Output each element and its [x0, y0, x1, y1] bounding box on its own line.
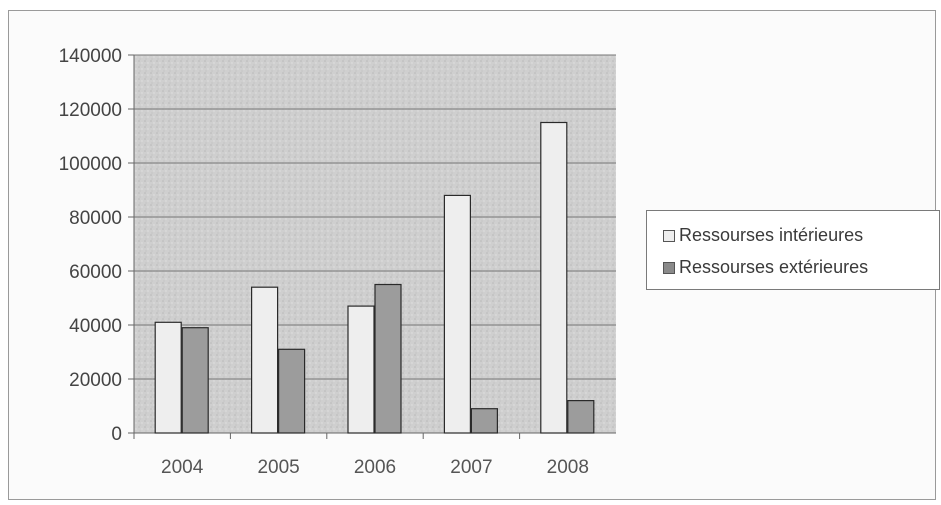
y-tick-label: 40000 — [69, 316, 122, 337]
x-tick-label: 2004 — [161, 457, 204, 478]
legend-label-exterieures: Ressourses extérieures — [679, 257, 869, 277]
legend-item-interieures: Ressourses intérieures — [663, 225, 863, 246]
bar-interieures-2005 — [251, 286, 279, 434]
bar-exterieures-2006 — [374, 283, 402, 434]
y-tick-label: 80000 — [69, 208, 122, 229]
x-tick-label: 2007 — [450, 457, 492, 478]
bar-interieures-2007 — [443, 194, 471, 434]
bar-interieures-2004 — [154, 321, 182, 434]
y-tick-label: 120000 — [59, 100, 122, 121]
bars — [154, 121, 595, 434]
bar-interieures-2008 — [540, 121, 568, 434]
y-tick-label: 0 — [111, 424, 122, 445]
y-tick-label: 20000 — [69, 370, 122, 391]
bar-exterieures-2007 — [470, 408, 498, 434]
x-tick-label: 2006 — [354, 457, 396, 478]
y-axis-ticks: 0 20000 40000 60000 80000 100000 120000 140000 — [59, 46, 134, 445]
legend: Ressourses intérieures Ressourses extéri… — [646, 210, 940, 290]
x-tick-label: 2005 — [257, 457, 299, 478]
bar-interieures-2006 — [347, 305, 375, 434]
bar-exterieures-2005 — [278, 348, 306, 434]
x-tick-label: 2008 — [547, 457, 589, 478]
legend-label-interieures: Ressourses intérieures — [679, 225, 864, 245]
x-axis-ticks: 2004 2005 2006 2007 2008 — [133, 433, 589, 478]
y-tick-label: 140000 — [59, 46, 122, 67]
bar-exterieures-2004 — [181, 327, 209, 434]
legend-swatch-exterieures — [663, 261, 675, 274]
y-tick-label: 60000 — [69, 262, 122, 283]
legend-swatch-interieures — [663, 229, 675, 242]
bar-exterieures-2008 — [567, 400, 595, 434]
y-tick-label: 100000 — [59, 154, 122, 175]
legend-item-exterieures: Ressourses extérieures — [663, 257, 868, 278]
gridlines — [134, 54, 616, 380]
